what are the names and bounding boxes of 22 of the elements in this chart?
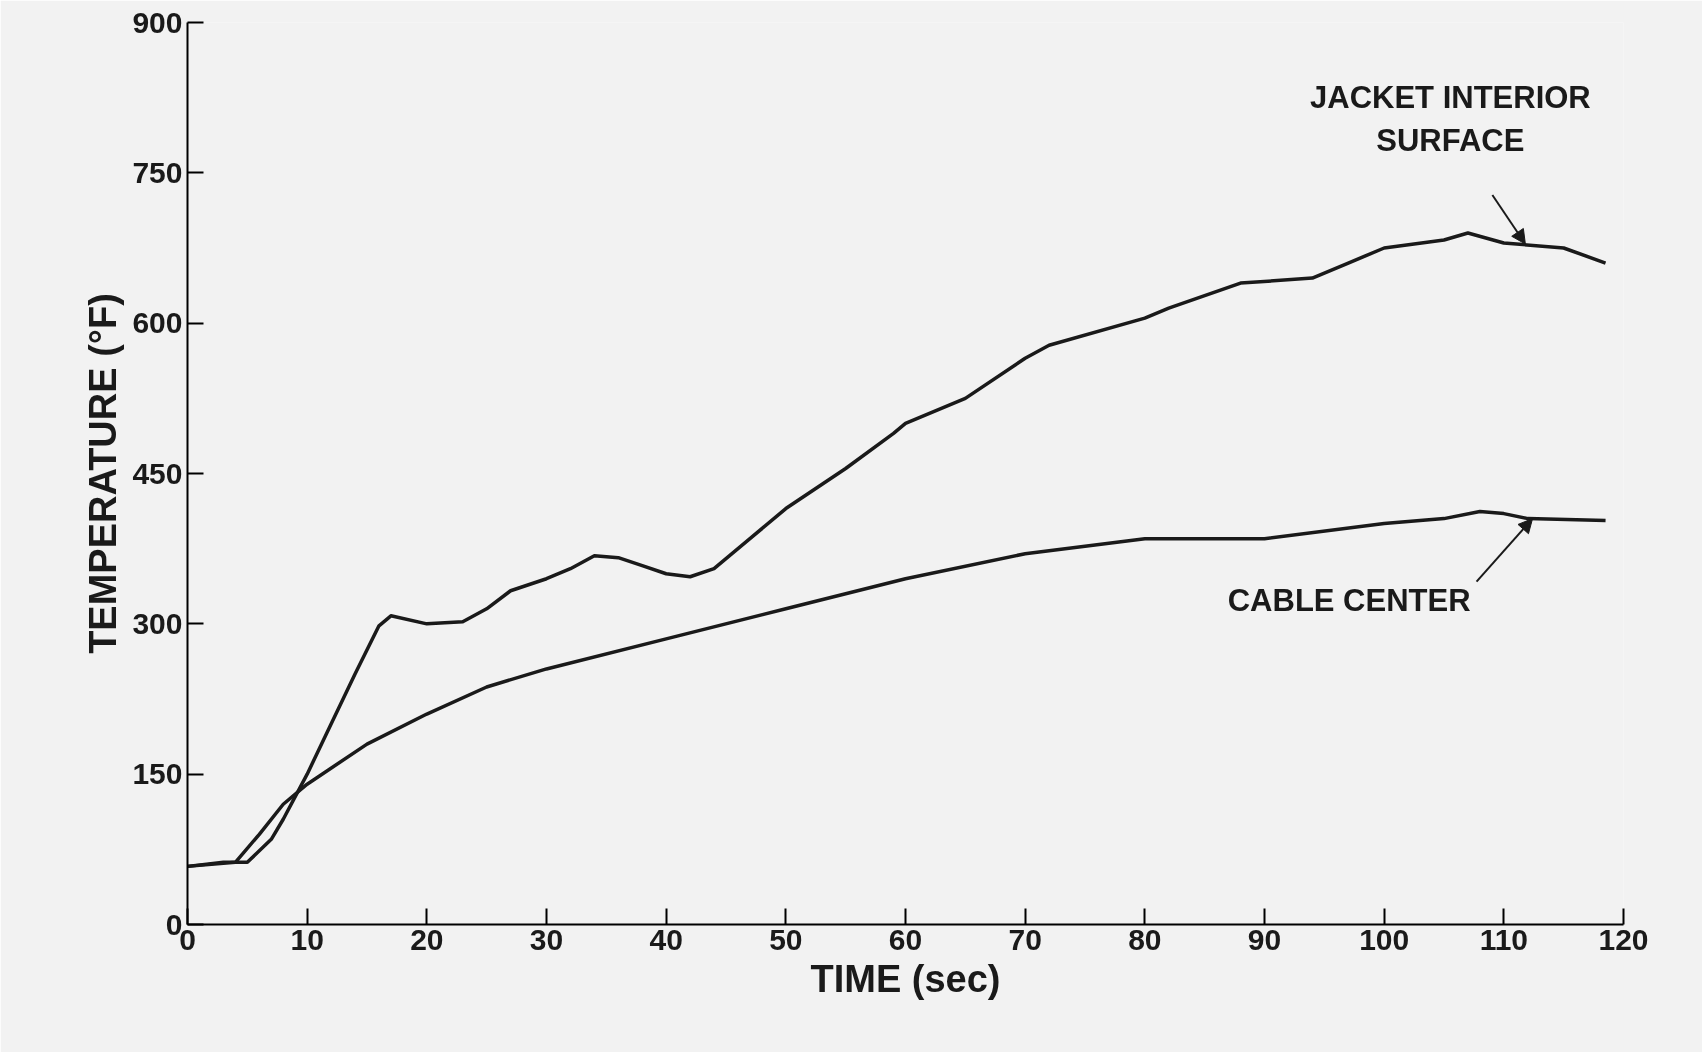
x-tick-label: 120 xyxy=(1598,922,1649,956)
y-tick-label: 750 xyxy=(132,155,183,189)
y-tick-label: 450 xyxy=(132,456,183,490)
x-tick-label: 90 xyxy=(1247,922,1282,956)
annotation: CABLE CENTER xyxy=(1227,583,1471,619)
x-tick-label: 50 xyxy=(769,922,803,956)
y-tick-label: 150 xyxy=(132,757,183,791)
x-tick-label: 80 xyxy=(1128,922,1162,956)
x-tick-label: 30 xyxy=(529,922,564,956)
x-tick-label: 60 xyxy=(888,922,923,956)
y-tick-label: 300 xyxy=(132,606,183,640)
x-tick-label: 20 xyxy=(410,922,444,956)
annotation: JACKET INTERIOR SURFACE xyxy=(1310,79,1591,159)
y-tick-label: 900 xyxy=(132,5,183,39)
x-tick-label: 40 xyxy=(649,922,683,956)
x-tick-label: 100 xyxy=(1359,922,1410,956)
x-tick-label: 70 xyxy=(1008,922,1042,956)
x-tick-label: 110 xyxy=(1479,922,1529,956)
x-tick-label: 10 xyxy=(290,922,324,956)
y-tick-label: 600 xyxy=(132,306,183,340)
y-axis-title: TEMPERATURE (°F) xyxy=(82,293,125,654)
x-axis-title: TIME (sec) xyxy=(810,957,1001,1000)
